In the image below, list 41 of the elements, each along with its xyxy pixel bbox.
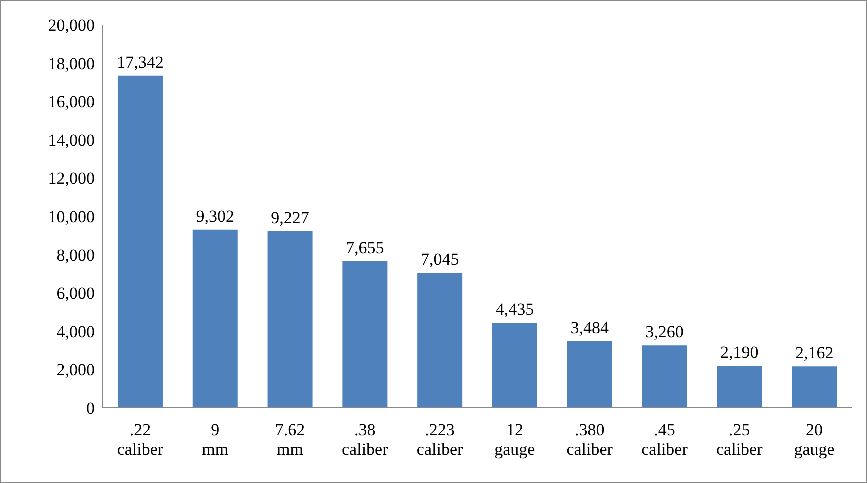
y-tick-label: 18,000 [48,54,95,74]
x-tick-label: 20 gauge [794,420,835,459]
data-label: 9,227 [271,208,310,228]
x-tick-label: .25 caliber [716,420,764,459]
x-tick-label: 7.62 mm [275,420,306,459]
bar [717,366,762,408]
x-tick-label: .380 caliber [566,420,614,459]
x-tick-label: 9 mm [202,420,229,459]
x-tick-label: .45 caliber [642,420,688,459]
x-tick-label: .223 caliber [416,420,464,459]
data-label: 7,655 [346,238,384,258]
bar [792,366,838,408]
y-tick-label: 12,000 [48,169,95,188]
y-tick-label: 2,000 [56,360,95,380]
x-tick-label: 12 gauge [494,420,536,459]
bar [118,76,163,408]
y-tick-label: 4,000 [56,322,95,342]
data-label: 2,190 [720,343,759,362]
bar [192,230,238,408]
x-tick-label: .22 caliber [117,420,164,459]
data-label: 4,435 [496,300,534,320]
bar [268,231,313,408]
y-tick-label: 20,000 [48,16,95,36]
bar [492,323,538,408]
y-tick-label: 6,000 [56,284,95,304]
data-label: 3,260 [646,322,684,342]
y-tick-label: 14,000 [48,130,95,150]
data-label: 7,045 [420,250,460,270]
data-label: 2,162 [795,344,834,363]
data-label: 17,342 [117,52,164,72]
bar [342,261,388,408]
y-tick-label: 8,000 [56,246,95,265]
bar [567,341,612,408]
x-tick-label: .38 caliber [342,420,389,459]
y-tick-label: 10,000 [48,208,95,227]
data-label: 3,484 [570,318,610,338]
bar [418,273,463,408]
data-label: 9,302 [196,206,235,226]
bar [642,346,688,408]
y-tick-label: 16,000 [48,92,95,112]
y-tick-label: 0 [86,399,95,418]
